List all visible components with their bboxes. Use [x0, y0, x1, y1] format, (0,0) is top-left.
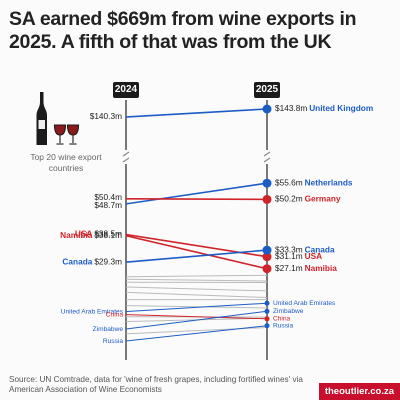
label-2025-usa: USA — [305, 251, 323, 261]
label-2025-netherlands: Netherlands — [305, 177, 353, 187]
series-line-other — [125, 291, 268, 298]
value-2025-netherlands: $55.6m — [275, 177, 303, 187]
point-2025-united-kingdom — [262, 104, 272, 114]
series-line-other — [125, 278, 268, 282]
label-2024-usa: USA — [75, 229, 93, 239]
point-2025-united-arab-emirates — [264, 300, 270, 306]
value-2024-germany: $50.4m — [94, 192, 122, 202]
series-line-other — [125, 305, 268, 309]
series-line-netherlands — [125, 182, 268, 205]
brand-badge: theoutlier.co.za — [318, 383, 400, 400]
label-2025-canada: Canada — [305, 244, 335, 254]
value-2025-usa: $31.1m — [275, 251, 303, 261]
label-2024-china: China — [106, 311, 124, 318]
axis-break-icon — [122, 151, 130, 163]
wine-glass-icon — [53, 124, 67, 145]
axis-break-gap — [264, 150, 270, 164]
value-2024-namibia: $38.1m — [94, 230, 122, 240]
label-2025-namibia: Namibia — [305, 263, 338, 273]
point-2025-netherlands — [262, 178, 272, 188]
point-2025-namibia — [262, 264, 272, 274]
wine-bottle-icon — [36, 92, 47, 145]
label-2025-germany: Germany — [305, 194, 341, 204]
label-2025-russia: Russia — [273, 322, 293, 329]
axis-break-icon — [263, 151, 271, 163]
value-2024-united-kingdom: $140.3m — [90, 111, 122, 121]
series-line-germany — [125, 198, 268, 201]
series-line-united-kingdom — [125, 108, 268, 118]
series-line-zimbabwe — [125, 310, 268, 330]
point-2025-germany — [262, 194, 272, 204]
series-line-namibia — [125, 234, 268, 270]
legend-caption: Top 20 wine export countries — [30, 152, 102, 173]
label-2024-united-arab-emirates: United Arab Emirates — [61, 308, 124, 315]
label-2025-united-arab-emirates: United Arab Emirates — [273, 300, 336, 307]
value-2024-usa: $38.5m — [94, 229, 122, 239]
source-note: Source: UN Comtrade, data for 'wine of f… — [9, 375, 303, 394]
series-line-other — [125, 274, 268, 278]
label-2025-zimbabwe: Zimbabwe — [273, 308, 304, 315]
year-header-2024: 2024 — [113, 82, 139, 98]
label-2024-russia: Russia — [103, 338, 123, 345]
series-line-united-arab-emirates — [125, 302, 268, 313]
point-2025-china — [264, 316, 270, 322]
point-2025-russia — [264, 323, 270, 329]
label-2025-united-kingdom: United Kingdom — [309, 103, 373, 113]
series-line-russia — [125, 325, 268, 342]
label-2024-namibia: Namibia — [60, 230, 93, 240]
series-line-canada — [125, 249, 268, 263]
label-2025-china: China — [273, 316, 291, 323]
series-line-usa — [125, 233, 268, 258]
point-2025-canada — [262, 245, 272, 255]
value-2025-canada: $33.3m — [275, 244, 303, 254]
chart-title: SA earned $669m from wine exports in 202… — [9, 8, 357, 53]
wine-glass-icon — [66, 124, 80, 145]
point-2025-usa — [262, 252, 272, 262]
label-2024-canada: Canada — [62, 256, 92, 266]
series-line-other — [125, 286, 268, 292]
axis-break-gap — [123, 150, 129, 164]
year-header-2025: 2025 — [254, 82, 280, 98]
value-2025-germany: $50.2m — [275, 194, 303, 204]
value-2024-canada: $29.3m — [94, 256, 122, 266]
value-2024-netherlands: $48.7m — [94, 200, 122, 210]
value-2025-united-kingdom: $143.8m — [275, 103, 307, 113]
series-line-china — [125, 314, 268, 320]
value-2025-namibia: $27.1m — [275, 263, 303, 273]
label-2024-zimbabwe: Zimbabwe — [93, 326, 124, 333]
point-2025-zimbabwe — [264, 308, 270, 314]
